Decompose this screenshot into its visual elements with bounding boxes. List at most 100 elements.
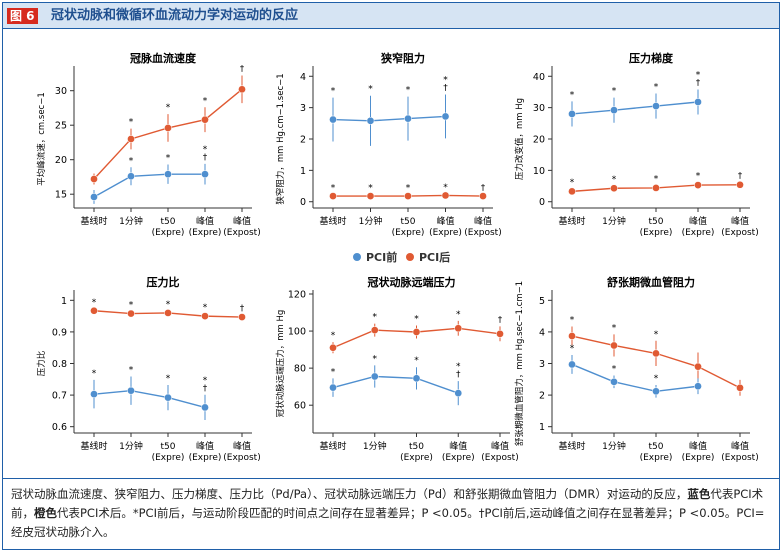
legend-label-2: PCI后	[419, 250, 450, 264]
y-tick-label: 15	[55, 190, 67, 201]
significance-mark: †	[696, 78, 701, 88]
x-tick-label: t50	[649, 217, 664, 227]
significance-mark: *	[443, 75, 448, 85]
data-point	[127, 172, 135, 181]
x-tick-label: (Expre)	[189, 453, 222, 463]
y-tick-label: 0.8	[52, 359, 67, 370]
significance-mark: *	[129, 301, 134, 311]
x-tick-label: 峰值	[491, 440, 509, 452]
y-tick-label: 2	[539, 391, 545, 402]
significance-mark: *	[612, 365, 617, 375]
significance-mark: *	[203, 303, 208, 313]
chart-title: 压力比	[147, 275, 180, 289]
significance-mark: †	[203, 153, 208, 163]
x-tick-label: 峰值	[474, 215, 492, 227]
significance-mark: *	[129, 156, 134, 166]
data-point	[329, 192, 337, 200]
legend-marker-1	[353, 253, 361, 261]
data-point	[610, 106, 618, 114]
significance-mark: *	[654, 83, 659, 93]
significance-mark: *	[654, 330, 659, 340]
x-tick-label: t50	[649, 442, 664, 452]
x-tick-label: 峰值	[196, 215, 214, 227]
significance-mark: *	[612, 87, 617, 97]
significance-mark: †	[738, 171, 743, 181]
data-point	[201, 403, 209, 412]
caption-part-1: 冠状动脉血流速度、狭窄阻力、压力梯度、压力比（Pd/Pa）、冠状动脉远端压力（P…	[11, 487, 688, 501]
data-point	[610, 341, 618, 350]
data-point	[496, 329, 504, 338]
x-tick-label: (Expost)	[223, 228, 260, 238]
series-line-PCI前	[93, 173, 205, 198]
data-point	[652, 184, 660, 192]
chart-title: 狭窄阻力	[380, 51, 425, 65]
x-tick-label: 峰值	[689, 215, 707, 227]
significance-mark: *	[654, 374, 659, 384]
x-tick-label: (Expre)	[152, 228, 185, 238]
data-point	[370, 326, 379, 334]
x-tick-label: (Expre)	[189, 228, 222, 238]
y-tick-label: 30	[55, 86, 67, 97]
chart-legend: PCI前 PCI后	[353, 250, 450, 264]
significance-mark: *	[654, 175, 659, 185]
x-tick-label: (Expre)	[152, 453, 185, 463]
data-point	[694, 382, 702, 391]
significance-mark: *	[129, 365, 134, 375]
significance-mark: *	[331, 331, 336, 341]
data-point	[164, 309, 172, 317]
data-point	[127, 386, 135, 395]
series-line-PCI前	[93, 389, 206, 409]
x-tick-label: (Expost)	[721, 453, 758, 463]
data-point	[454, 389, 463, 398]
x-tick-label: (Expre)	[442, 453, 475, 463]
significance-mark: †	[456, 370, 461, 380]
x-tick-label: 1分钟	[119, 215, 143, 227]
y-tick-label: 0.7	[52, 391, 67, 402]
significance-mark: *	[373, 313, 378, 323]
x-tick-label: 峰值	[689, 440, 707, 452]
data-point	[610, 184, 618, 193]
significance-mark: *	[612, 175, 617, 185]
y-axis-label: 冠状动脉远端压力，mm Hg	[275, 310, 286, 418]
series-line-PCI前	[571, 363, 699, 393]
chart-title: 压力梯度	[629, 51, 674, 65]
data-point	[652, 387, 660, 396]
y-tick-label: 5	[539, 296, 545, 307]
significance-mark: *	[414, 356, 419, 366]
x-tick-label: 峰值	[233, 215, 251, 227]
significance-mark: *	[166, 103, 171, 113]
data-point	[412, 328, 421, 336]
y-tick-label: 0	[300, 197, 306, 208]
significance-mark: *	[331, 87, 336, 97]
figure-number-badge: 图 6	[7, 8, 38, 24]
series-line-PCI前	[571, 101, 699, 115]
y-tick-label: 0	[539, 197, 545, 208]
y-tick-label: 0.9	[52, 327, 67, 338]
caption-part-2: 代表PCI术前，	[11, 487, 764, 520]
data-point	[454, 324, 463, 333]
significance-mark: *	[166, 374, 171, 384]
significance-mark: *	[166, 300, 171, 310]
data-point	[90, 193, 98, 201]
x-tick-label: t50	[409, 442, 424, 452]
data-point	[164, 170, 172, 179]
data-point	[568, 332, 576, 340]
significance-mark: *	[612, 323, 617, 333]
significance-mark: *	[406, 184, 411, 194]
significance-mark: †	[240, 65, 245, 75]
y-tick-label: 60	[294, 401, 306, 412]
significance-mark: *	[331, 184, 336, 194]
x-tick-label: (Expre)	[400, 453, 433, 463]
x-tick-label: 峰值	[449, 440, 467, 452]
x-tick-label: (Expre)	[682, 228, 715, 238]
y-tick-label: 10	[533, 166, 545, 177]
x-tick-label: (Expost)	[464, 228, 501, 238]
significance-mark: †	[203, 384, 208, 394]
data-point	[329, 343, 337, 352]
x-tick-label: 1分钟	[363, 440, 387, 452]
